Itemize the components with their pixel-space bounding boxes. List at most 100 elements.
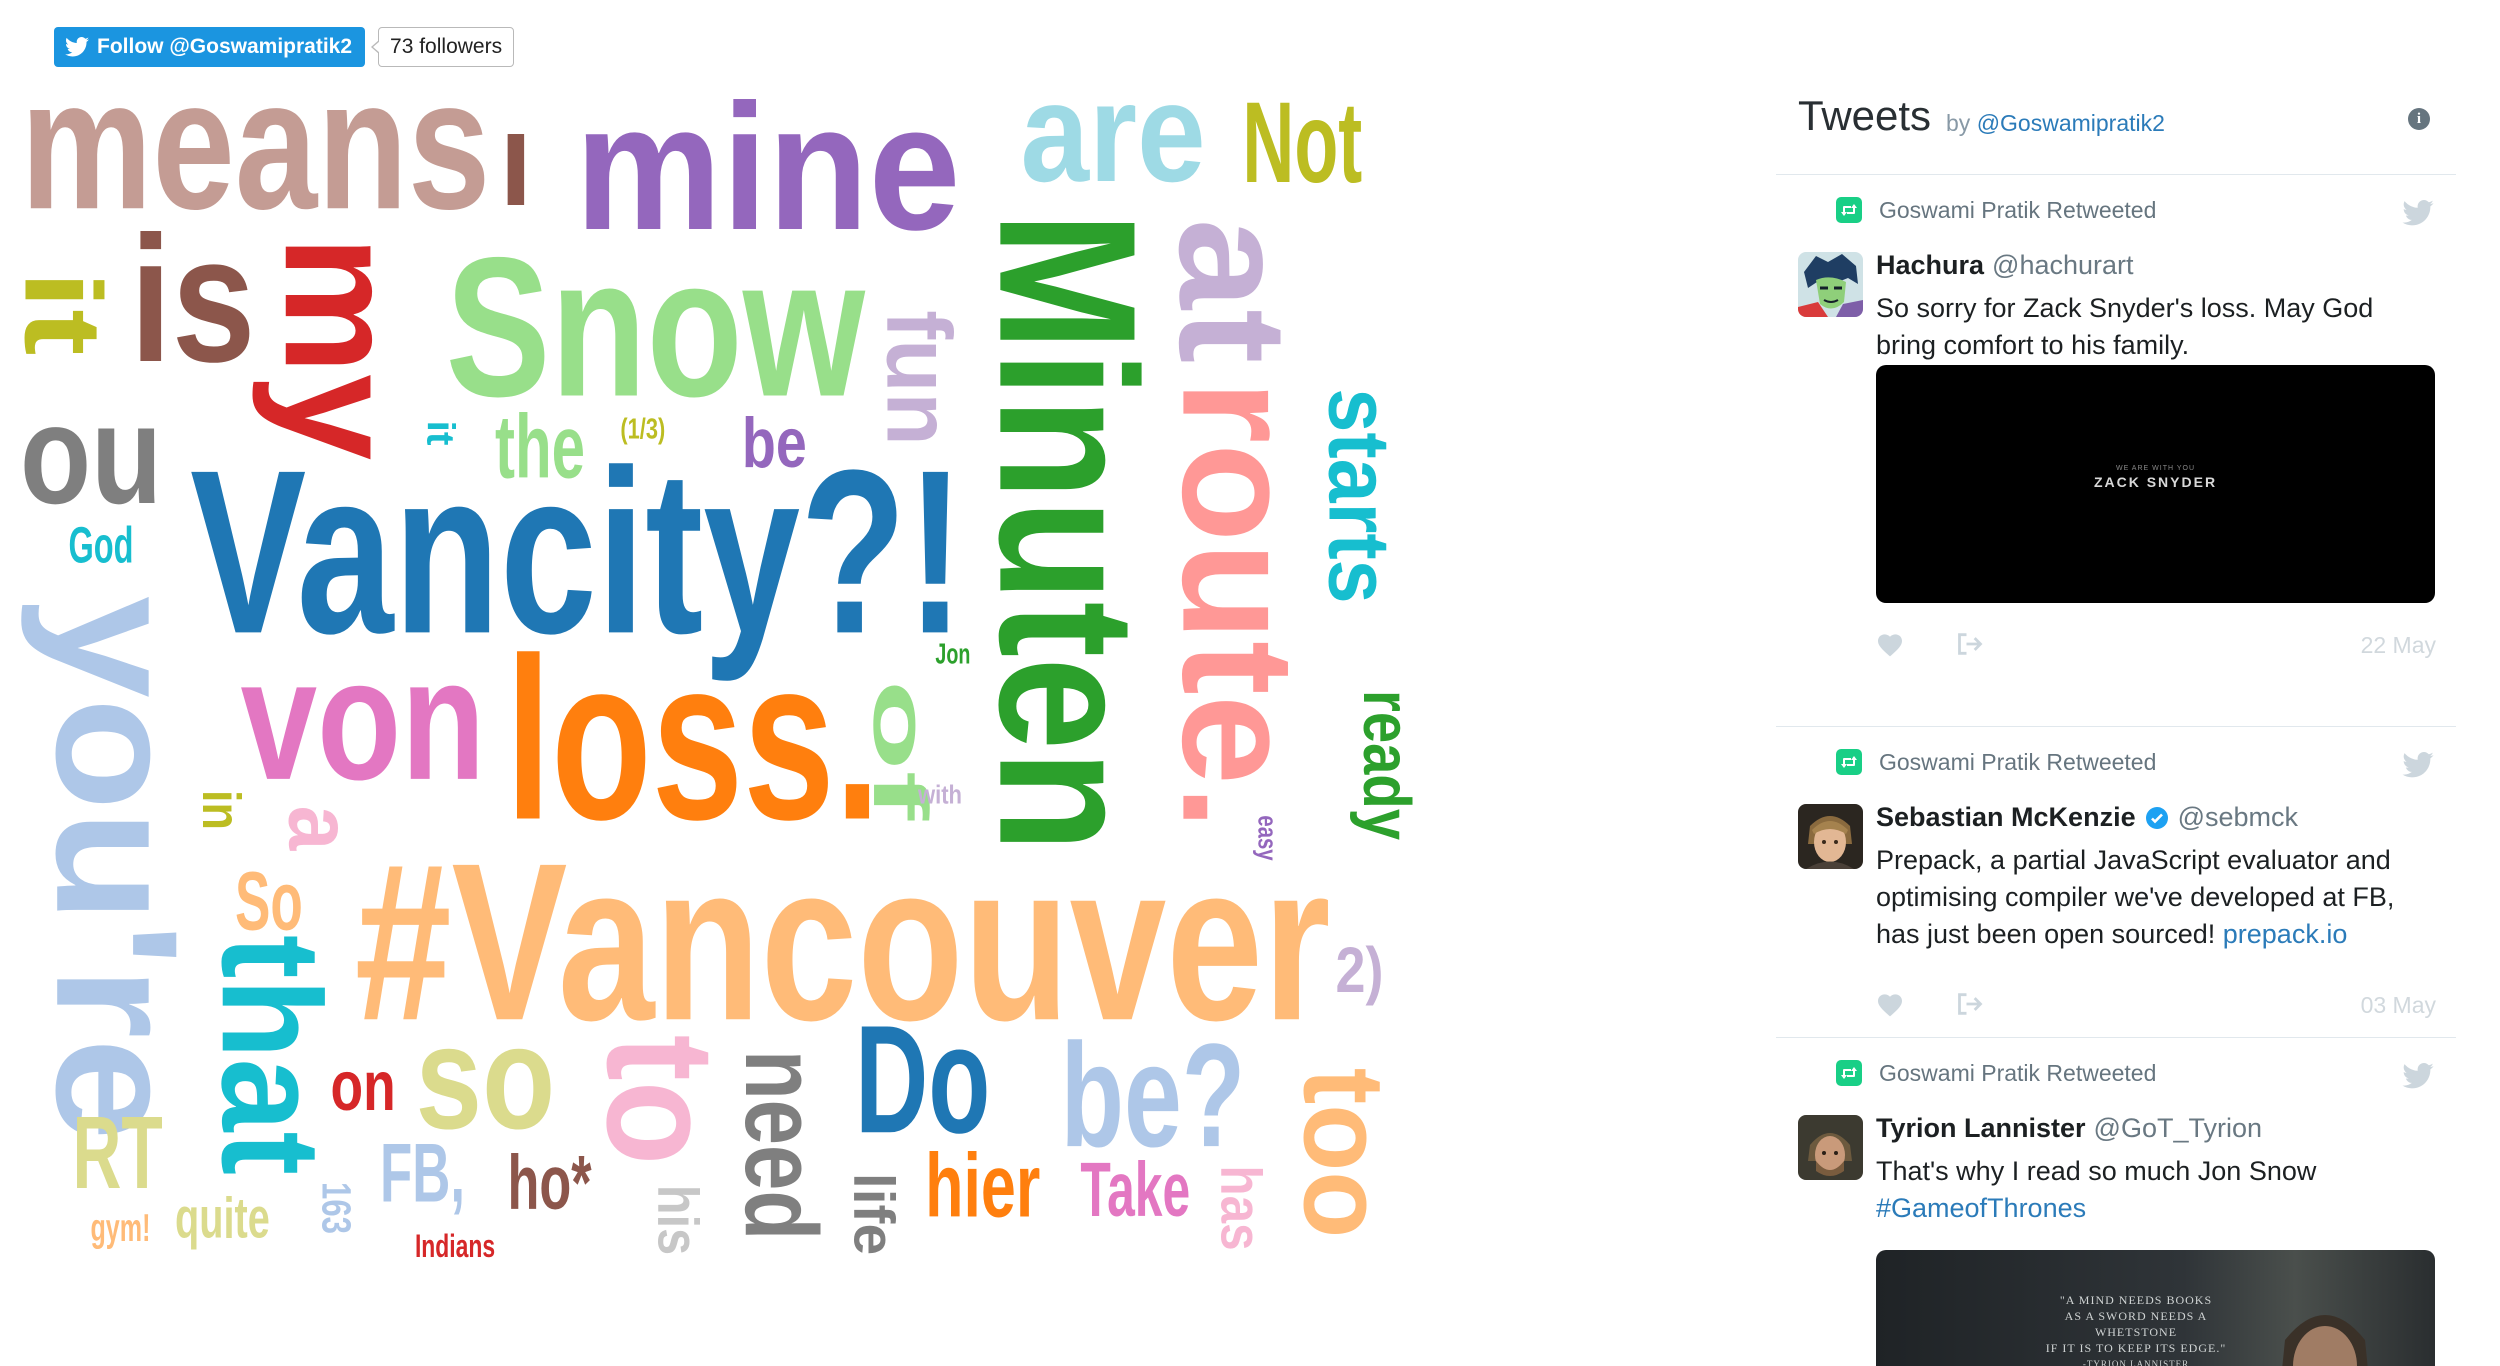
word-cloud-word: gym! — [89, 1206, 150, 1250]
word-cloud-word: quite — [175, 1185, 270, 1250]
retweet-context: Goswami Pratik Retweeted — [1836, 1060, 2156, 1086]
word-cloud-word: Vancity?! — [190, 422, 965, 684]
word-cloud-word: is — [129, 199, 256, 401]
like-heart-icon[interactable] — [1876, 631, 1904, 657]
word-cloud-word: I — [500, 112, 532, 228]
word-cloud-word: the — [495, 396, 585, 498]
avatar[interactable] — [1798, 1115, 1863, 1180]
twitter-timeline: Tweets by @Goswamipratik2 i Goswami Prat… — [1776, 92, 2456, 1366]
word-cloud-word: be — [741, 403, 807, 482]
tweet[interactable]: Goswami Pratik Retweeted Sebastian McKen… — [1776, 727, 2456, 1038]
media-caption-title: ZACK SNYDER — [2093, 474, 2218, 490]
word-cloud-word: that — [191, 934, 350, 1176]
tweet-actions: 22 May — [1876, 629, 2436, 659]
avatar[interactable] — [1798, 252, 1863, 317]
word-cloud-word: has — [1208, 1164, 1273, 1251]
twitter-bird-icon[interactable] — [2402, 1063, 2434, 1089]
hashtag-link[interactable]: #GameofThrones — [1876, 1193, 2087, 1223]
word-cloud-word: 2) — [1334, 934, 1383, 1006]
share-icon[interactable] — [1956, 631, 1984, 657]
timeline-header: Tweets by @Goswamipratik2 i — [1776, 92, 2456, 175]
word-cloud-word: too — [1278, 1067, 1408, 1239]
byline-handle-link[interactable]: @Goswamipratik2 — [1976, 110, 2165, 136]
author-name: Hachura — [1876, 250, 1985, 280]
tweet-author[interactable]: Tyrion Lannister @GoT_Tyrion — [1876, 1113, 2262, 1144]
word-cloud-word: it — [1, 269, 124, 356]
word-cloud-word: 163 — [312, 1182, 359, 1234]
tweet-date[interactable]: 22 May — [2360, 632, 2436, 658]
retweet-label: Goswami Pratik Retweeted — [1879, 1059, 2157, 1086]
word-cloud-word: RT — [72, 1095, 163, 1211]
info-icon[interactable]: i — [2408, 108, 2430, 130]
twitter-bird-icon — [65, 37, 89, 57]
author-handle: @GoT_Tyrion — [2093, 1113, 2262, 1143]
word-cloud-word: Not — [1241, 78, 1362, 208]
tweet-author[interactable]: Sebastian McKenzie @sebmck — [1876, 802, 2298, 833]
word-cloud-word: be? — [1060, 1012, 1245, 1179]
word-cloud-word: Minuten — [956, 211, 1176, 853]
tweet-date[interactable]: 03 May — [2360, 992, 2436, 1018]
tweet-link[interactable]: prepack.io — [2222, 919, 2348, 949]
tweet-media-image[interactable]: "A MIND NEEDS BOOKS AS A SWORD NEEDS A W… — [1876, 1250, 2435, 1366]
follower-count[interactable]: 73 followers — [371, 27, 515, 67]
word-cloud-word: hier — [925, 1135, 1041, 1237]
like-heart-icon[interactable] — [1876, 991, 1904, 1017]
word-cloud-word: so — [415, 994, 555, 1161]
word-cloud-word: a — [269, 805, 371, 850]
word-cloud-word: on — [330, 1046, 396, 1125]
word-cloud-word: ou — [19, 376, 163, 534]
media-quote-line: IF IT IS TO KEEP ITS EDGE." — [2045, 1341, 2227, 1355]
word-cloud-word: Indians — [414, 1227, 496, 1264]
word-cloud-word: route. — [1147, 380, 1328, 830]
tweet-author[interactable]: Hachura @hachurart — [1876, 250, 2134, 281]
word-cloud-word: #Vancouver — [354, 816, 1331, 1069]
media-quote-line: AS A SWORD NEEDS A WHETSTONE — [2064, 1309, 2208, 1339]
media-quote-line: -TYRION LANNISTER — [2082, 1359, 2190, 1366]
word-cloud-word: Take — [1079, 1146, 1190, 1234]
retweet-context: Goswami Pratik Retweeted — [1836, 197, 2156, 223]
retweet-label: Goswami Pratik Retweeted — [1879, 748, 2157, 775]
avatar[interactable] — [1798, 804, 1863, 869]
tweet-text: So sorry for Zack Snyder's loss. May God… — [1876, 290, 2436, 364]
word-cloud-word: his — [645, 1184, 711, 1256]
word-cloud-word: in — [190, 790, 252, 830]
share-icon[interactable] — [1956, 991, 1984, 1017]
tyrion-portrait — [2282, 1315, 2368, 1366]
tweet[interactable]: Goswami Pratik Retweeted Hachura @hachur… — [1776, 175, 2456, 727]
twitter-bird-icon[interactable] — [2402, 752, 2434, 778]
follow-button[interactable]: Follow @Goswamipratik2 — [54, 27, 366, 67]
word-cloud-word: loss. — [505, 610, 880, 870]
retweet-icon — [1836, 749, 1862, 775]
word-cloud-word: mine — [574, 67, 961, 269]
retweet-context: Goswami Pratik Retweeted — [1836, 749, 2156, 775]
retweet-icon — [1836, 197, 1862, 223]
word-cloud-word: are — [1020, 60, 1206, 212]
word-cloud-word: life — [841, 1172, 907, 1256]
media-quote-line: "A MIND NEEDS BOOKS — [2059, 1293, 2213, 1307]
word-cloud-word: means — [19, 60, 490, 249]
tweet[interactable]: Goswami Pratik Retweeted Tyrion Lanniste… — [1776, 1038, 2456, 1366]
word-cloud-word: Do — [855, 993, 991, 1167]
word-cloud-word: need — [722, 1049, 838, 1241]
tweet-actions: 03 May — [1876, 989, 2436, 1019]
word-cloud-word: Snow — [445, 216, 865, 439]
media-caption-small: WE ARE WITH YOU — [2115, 465, 2196, 472]
tweet-text: Prepack, a partial JavaScript evaluator … — [1876, 842, 2436, 953]
twitter-bird-icon[interactable] — [2402, 200, 2434, 226]
timeline-title: Tweets — [1798, 92, 1932, 139]
author-name: Tyrion Lannister — [1876, 1113, 2086, 1143]
word-cloud-word: you're — [18, 594, 213, 1141]
word-cloud-word: ready — [1348, 690, 1424, 840]
retweet-label: Goswami Pratik Retweeted — [1879, 196, 2157, 223]
tweet-text-body: That's why I read so much Jon Snow — [1876, 1156, 2317, 1186]
word-cloud-word: to — [574, 1034, 747, 1166]
tweet-text-body: So sorry for Zack Snyder's loss. May God… — [1876, 293, 2374, 360]
author-name: Sebastian McKenzie — [1876, 802, 2136, 832]
tweet-media-image[interactable]: WE ARE WITH YOU ZACK SNYDER — [1876, 365, 2435, 603]
word-cloud-word: So — [234, 853, 303, 948]
verified-badge-icon — [2145, 806, 2168, 829]
follow-button-label: Follow @Goswamipratik2 — [97, 35, 353, 58]
retweet-icon — [1836, 1060, 1862, 1086]
word-cloud-word: with — [917, 780, 962, 810]
